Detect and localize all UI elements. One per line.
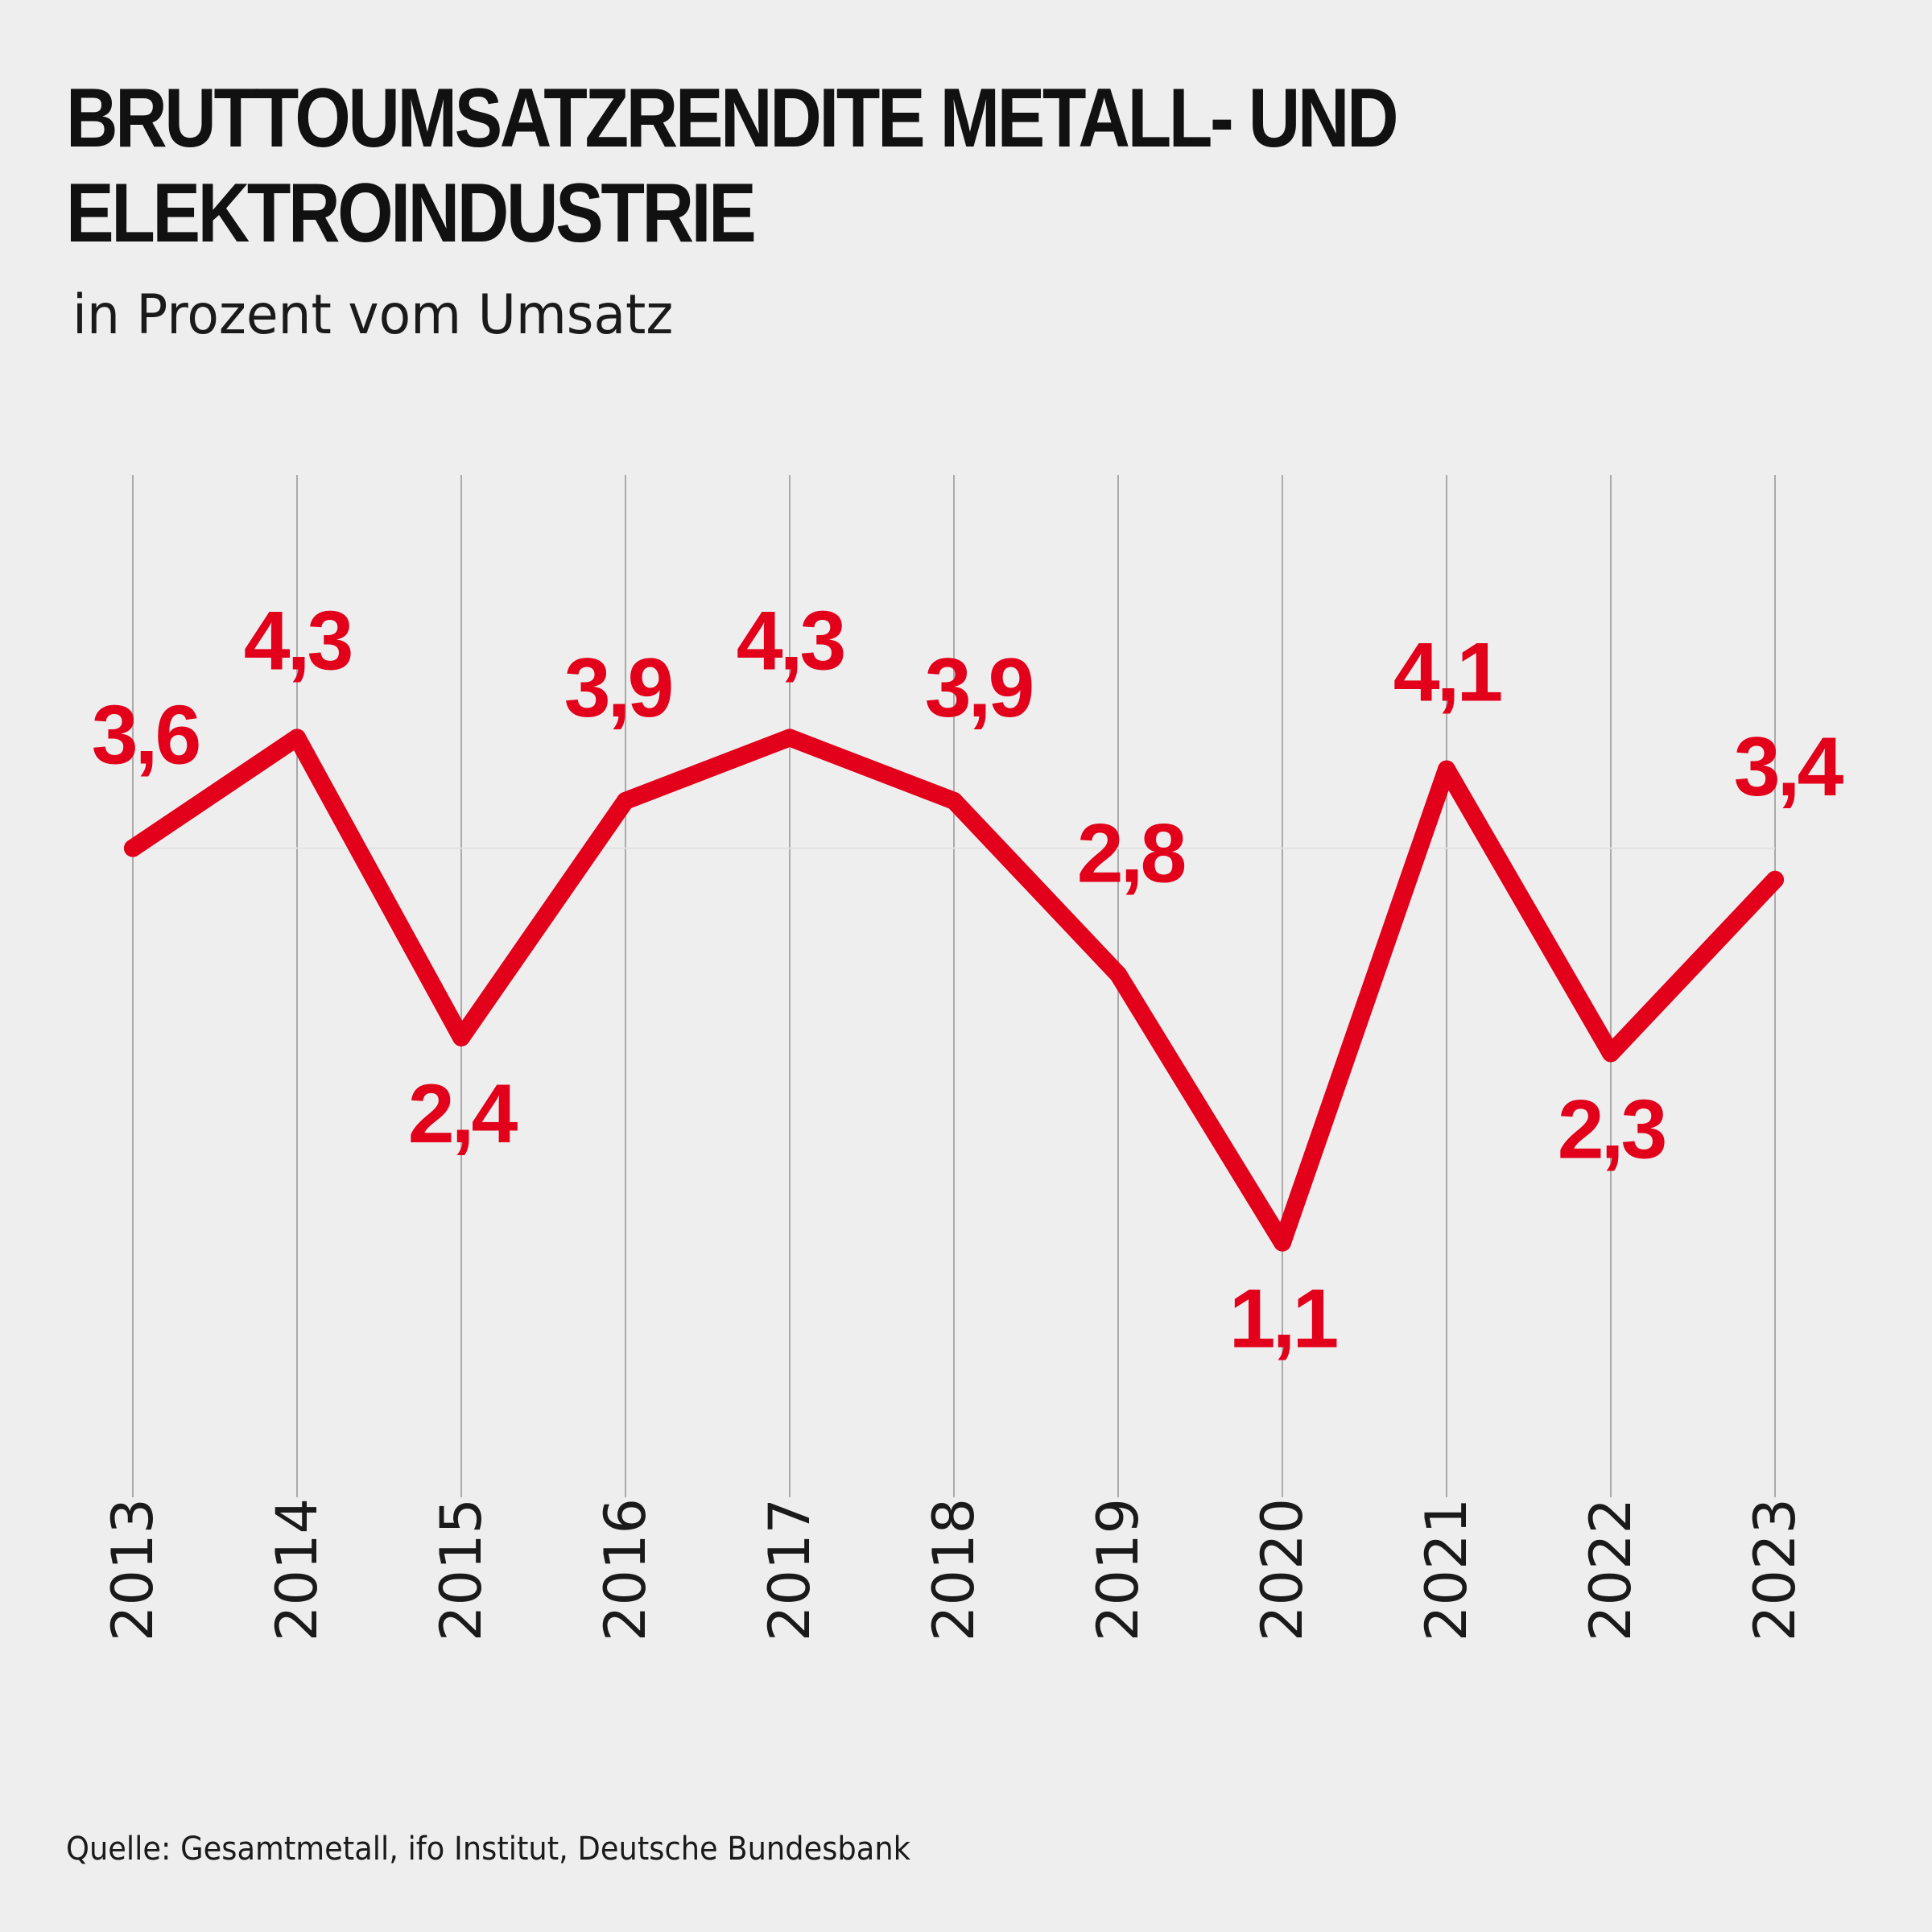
data-point-2019 [1109, 965, 1127, 984]
data-point-2018 [945, 791, 963, 810]
chart-title: BRUTTOUMSATZRENDITE METALL- UND ELEKTROI… [66, 72, 1399, 260]
data-point-2017 [781, 729, 799, 747]
x-tick-2013: 2013 [100, 1498, 166, 1641]
value-label-2018: 3,9 [925, 642, 1032, 735]
grid-lines [132, 475, 1776, 1497]
value-label-2022: 2,3 [1558, 1083, 1666, 1176]
data-point-2023 [1766, 870, 1784, 889]
x-tick-2021: 2021 [1414, 1498, 1480, 1641]
x-tick-2016: 2016 [592, 1498, 658, 1641]
value-label-2023: 3,4 [1734, 720, 1844, 814]
value-labels: 3,6 4,3 2,4 3,9 4,3 3,9 2,8 1,1 4,1 2,3 3,4 [92, 594, 1847, 1366]
x-tick-2017: 2017 [757, 1498, 823, 1641]
value-label-2013: 3,6 [92, 689, 200, 782]
value-label-2016: 3,9 [564, 642, 671, 735]
data-point-2016 [617, 791, 634, 810]
chart-subtitle: in Prozent vom Umsatz [72, 283, 674, 347]
x-tick-2019: 2019 [1085, 1498, 1151, 1641]
source-note: Quelle: Gesamtmetall, ifo Institut, Deut… [66, 1831, 910, 1868]
value-label-2020: 1,1 [1229, 1273, 1337, 1366]
x-tick-2020: 2020 [1249, 1498, 1315, 1641]
data-point-2022 [1602, 1044, 1620, 1063]
value-label-2017: 4,3 [737, 594, 844, 687]
x-tick-2023: 2023 [1742, 1498, 1808, 1641]
data-point-2015 [452, 1028, 470, 1046]
data-point-2013 [124, 839, 142, 857]
x-tick-2018: 2018 [921, 1498, 987, 1641]
value-label-2014: 4,3 [244, 594, 352, 687]
x-tick-2015: 2015 [428, 1498, 494, 1641]
data-point-2020 [1274, 1233, 1291, 1252]
value-label-2019: 2,8 [1077, 807, 1185, 900]
x-tick-2014: 2014 [264, 1498, 330, 1641]
series-line [124, 729, 1784, 1252]
value-label-2015: 2,4 [408, 1067, 518, 1161]
x-tick-2022: 2022 [1578, 1498, 1644, 1641]
data-point-2021 [1438, 760, 1455, 778]
value-label-2021: 4,1 [1393, 626, 1501, 720]
x-axis-labels: 2013 2014 2015 2016 2017 2018 2019 2020 2021 2022… [100, 1498, 1808, 1641]
data-point-2014 [288, 729, 306, 747]
